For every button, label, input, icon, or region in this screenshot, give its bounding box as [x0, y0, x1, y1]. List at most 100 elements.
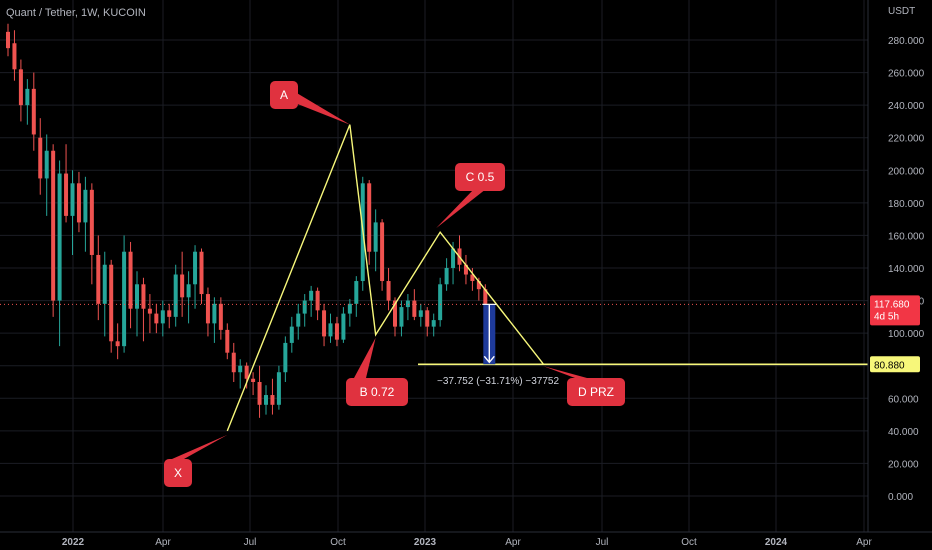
candle-body — [122, 251, 127, 347]
candle — [135, 271, 139, 337]
candle-body — [251, 378, 256, 382]
candle-body — [399, 307, 404, 327]
price-tick-label: 140.000 — [888, 264, 925, 275]
candle-body — [231, 352, 236, 373]
candle-body — [25, 88, 30, 106]
candle — [25, 79, 30, 125]
candle-body — [393, 300, 397, 327]
candle — [373, 209, 378, 272]
candle-body — [128, 251, 133, 309]
candle — [173, 264, 178, 327]
candle — [302, 294, 307, 327]
candle-body — [115, 341, 120, 347]
countdown-value: 4d 5h — [874, 311, 899, 322]
price-tick-label: 160.000 — [888, 231, 925, 242]
candle — [334, 316, 339, 347]
candle-body — [154, 313, 159, 324]
candle — [322, 303, 327, 347]
pattern-labels: A X B 0.72 C 0.5 D PRZ — [164, 81, 625, 487]
candle-body — [463, 264, 468, 275]
candle — [296, 303, 301, 340]
candle — [186, 271, 191, 324]
candle — [367, 180, 372, 265]
candle-body — [444, 268, 449, 285]
candle-body — [57, 173, 62, 301]
candle-body — [315, 290, 320, 311]
pattern-label-d[interactable]: D PRZ — [543, 366, 625, 406]
candle-body — [205, 294, 210, 324]
candle-body — [470, 274, 475, 282]
measure-text: −37.752 (−31.71%) −37752 — [437, 376, 559, 387]
prz-level-tag-bg — [870, 356, 920, 373]
candle-body — [425, 310, 430, 327]
candle — [12, 30, 17, 81]
candle-body — [18, 69, 23, 106]
candle-body — [302, 300, 307, 314]
candle — [64, 144, 69, 223]
time-axis-ticks: 2022 Apr Jul Oct 2023 Apr Jul Oct 2024 Apr — [62, 537, 873, 548]
pattern-label-b[interactable]: B 0.72 — [346, 337, 408, 406]
pattern-label-a[interactable]: A — [270, 81, 350, 125]
candle-body — [89, 189, 94, 255]
candle — [51, 144, 56, 317]
label-box — [455, 163, 505, 191]
candle — [109, 259, 114, 353]
price-tick-label: 0.000 — [888, 492, 913, 503]
candle — [231, 342, 236, 382]
candle — [89, 183, 94, 285]
price-axis-unit: USDT — [888, 6, 915, 17]
candle-body — [180, 274, 185, 298]
price-tick-label: 240.000 — [888, 101, 925, 112]
label-text: D PRZ — [578, 385, 614, 399]
price-tick-label: 60.000 — [888, 394, 919, 405]
candle-body — [212, 303, 217, 324]
candle — [399, 300, 404, 337]
candle — [115, 323, 120, 360]
pattern-label-x[interactable]: X — [164, 434, 228, 487]
candle-body — [199, 251, 204, 295]
candle — [102, 251, 107, 337]
candle-body — [38, 137, 43, 179]
candle-body — [83, 189, 88, 223]
label-text: X — [174, 466, 182, 480]
pattern-label-c[interactable]: C 0.5 — [436, 163, 505, 229]
time-tick-label: Jul — [596, 537, 609, 548]
candle — [122, 235, 127, 353]
candle — [264, 385, 268, 415]
candle-body — [380, 222, 385, 282]
measure-arrow-head — [483, 355, 495, 364]
time-axis-panel[interactable] — [0, 532, 932, 550]
candle — [147, 294, 152, 334]
candle-body — [12, 43, 17, 70]
prz-level-tag[interactable]: 80.880 — [870, 356, 920, 373]
candle-body — [283, 342, 288, 373]
price-axis-panel[interactable] — [868, 0, 932, 532]
label-pointer — [354, 337, 376, 378]
time-tick-label: Apr — [505, 537, 521, 548]
candle-body — [418, 310, 423, 317]
candle — [238, 359, 243, 389]
label-box — [346, 378, 408, 406]
price-tick-label: 200.000 — [888, 166, 925, 177]
candle — [425, 307, 430, 337]
label-text: C 0.5 — [466, 170, 495, 184]
candle-body — [186, 284, 191, 298]
candle — [315, 287, 320, 321]
candle-body — [476, 281, 481, 290]
candle-body — [322, 310, 327, 337]
candle-body — [347, 303, 352, 314]
candle-body — [31, 88, 36, 135]
candle-body — [438, 284, 443, 321]
candle-body — [141, 284, 146, 309]
candle-body — [167, 310, 172, 317]
label-pointer — [543, 366, 587, 378]
label-pointer — [290, 89, 350, 125]
candle — [57, 160, 62, 347]
candle — [405, 294, 410, 321]
candle — [141, 277, 146, 342]
candle — [225, 323, 230, 360]
price-tick-label: 40.000 — [888, 427, 919, 438]
candle — [431, 313, 436, 337]
